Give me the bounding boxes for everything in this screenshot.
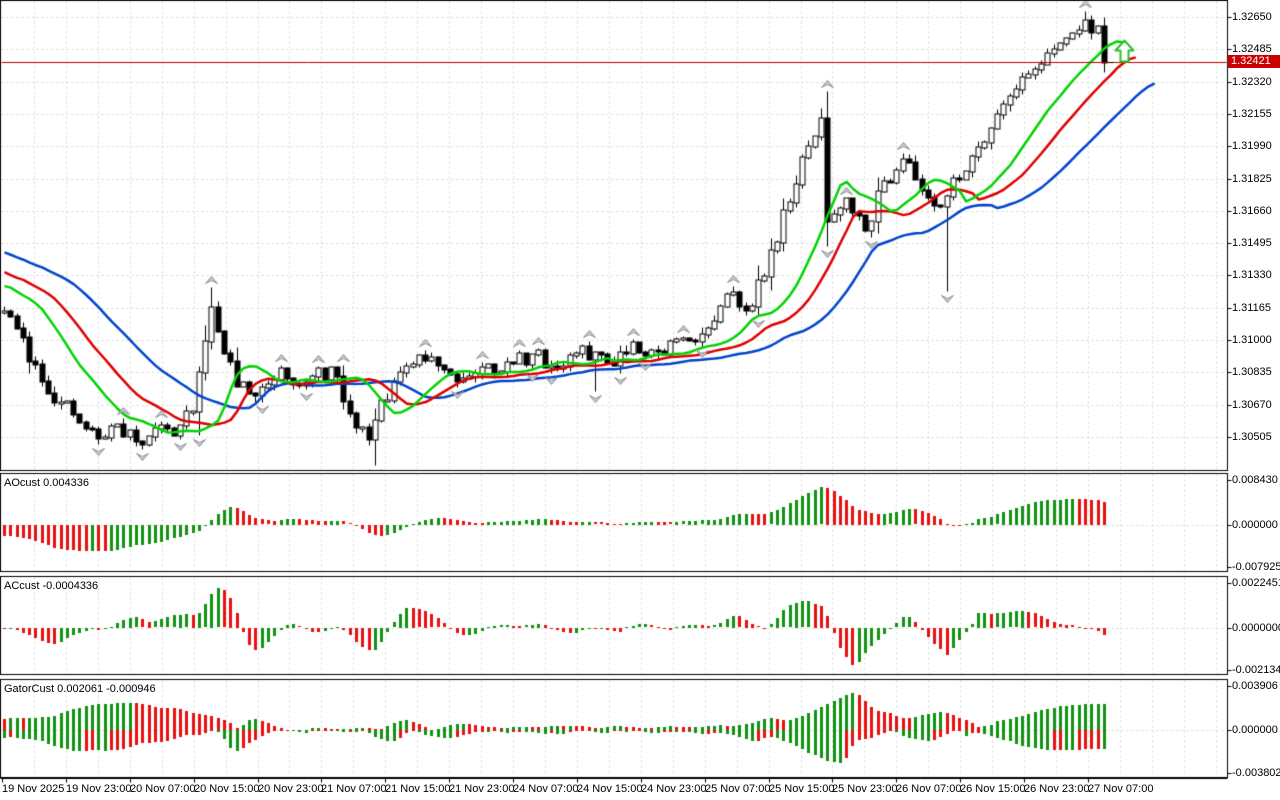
price-tick-label: 1.31495 [1232, 237, 1272, 249]
time-label: 20 Nov 23:00 [258, 783, 324, 795]
indicator-scale-label: 0.0000000 [1232, 622, 1280, 634]
indicator-scale-label: 0.000000 [1232, 724, 1278, 736]
indicator-scale-label: -0.003802 [1232, 767, 1280, 779]
time-label: 20 Nov 07:00 [130, 783, 196, 795]
indicator-scale-label: 0.000000 [1232, 519, 1278, 531]
pane-separator[interactable] [0, 572, 1280, 576]
price-tick-label: 1.31000 [1232, 334, 1272, 346]
price-tick-label: 1.31165 [1232, 302, 1271, 314]
price-tick-label: 1.31990 [1232, 140, 1272, 152]
current-price-badge: 1.32421 [1228, 55, 1280, 68]
time-label: 21 Nov 07:00 [321, 783, 387, 795]
time-label: 20 Nov 15:00 [194, 783, 260, 795]
time-label: 26 Nov 07:00 [896, 783, 962, 795]
gator-indicator-label: GatorCust 0.002061 -0.000946 [4, 683, 156, 695]
price-tick-label: 1.32155 [1232, 108, 1272, 120]
time-label: 21 Nov 15:00 [385, 783, 451, 795]
time-label: 24 Nov 15:00 [577, 783, 643, 795]
time-label: 25 Nov 23:00 [832, 783, 898, 795]
price-tick-label: 1.30505 [1232, 431, 1272, 443]
time-label: 19 Nov 2025 [2, 783, 65, 795]
price-tick-label: 1.32650 [1232, 11, 1272, 23]
indicator-scale-label: 0.008430 [1232, 474, 1278, 486]
indicator-scale-label: 0.003906 [1232, 680, 1278, 692]
time-label: 24 Nov 07:00 [513, 783, 579, 795]
price-tick-label: 1.32320 [1232, 76, 1272, 88]
time-label: 25 Nov 07:00 [705, 783, 771, 795]
price-tick-label: 1.31660 [1232, 205, 1272, 217]
time-label: 21 Nov 23:00 [449, 783, 515, 795]
time-label: 26 Nov 23:00 [1024, 783, 1090, 795]
pane-separator[interactable] [0, 470, 1280, 474]
time-label: 25 Nov 15:00 [769, 783, 835, 795]
indicator-scale-label: 0.0022451 [1232, 577, 1280, 589]
time-label: 19 Nov 23:00 [66, 783, 132, 795]
time-label: 24 Nov 23:00 [641, 783, 707, 795]
price-tick-label: 1.32485 [1232, 43, 1272, 55]
price-tick-label: 1.30670 [1232, 399, 1272, 411]
price-tick-label: 1.31825 [1232, 173, 1272, 185]
indicator-scale-label: -0.0021349 [1232, 664, 1280, 676]
price-tick-label: 1.31330 [1232, 269, 1272, 281]
time-label: 27 Nov 07:00 [1088, 783, 1154, 795]
ao-indicator-label: AOcust 0.004336 [4, 477, 90, 489]
price-tick-label: 1.30835 [1232, 366, 1272, 378]
indicator-scale-label: -0.007925 [1232, 561, 1280, 573]
time-label: 26 Nov 15:00 [960, 783, 1026, 795]
ac-indicator-label: ACcust -0.0004336 [4, 580, 99, 592]
pane-separator[interactable] [0, 675, 1280, 679]
